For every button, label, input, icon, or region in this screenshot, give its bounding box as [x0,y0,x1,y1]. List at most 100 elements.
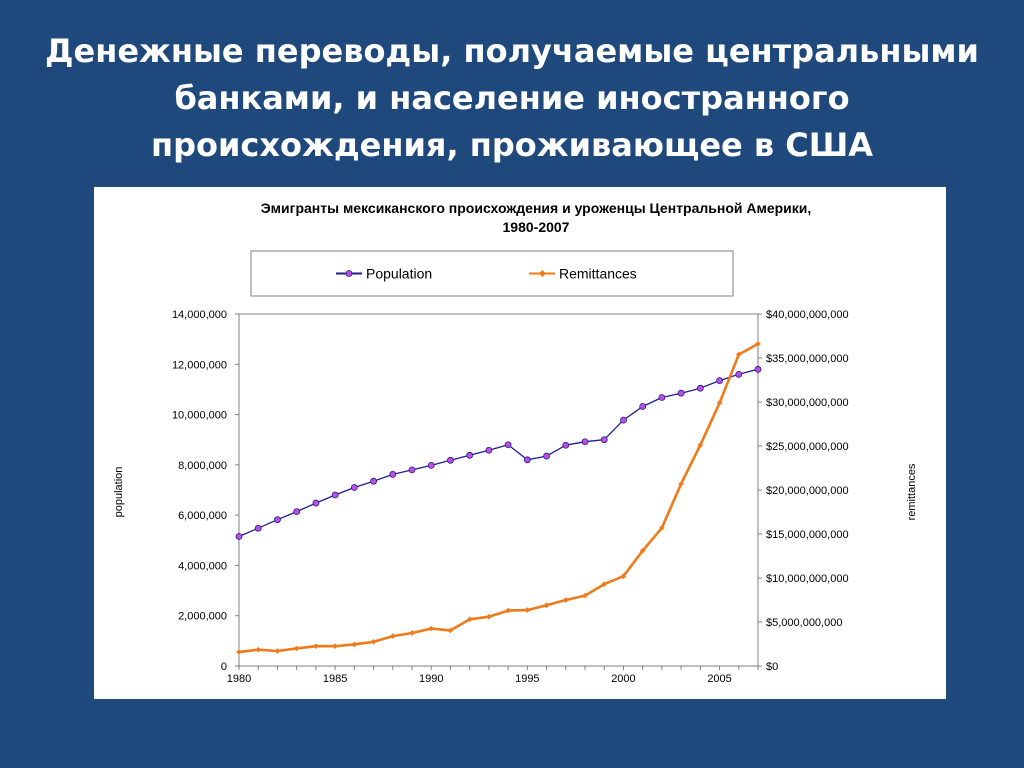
population-point [350,484,358,491]
remittances-point [428,625,435,632]
remittances-point [389,633,396,639]
series-layer [235,341,762,655]
remittances-point [486,613,492,620]
x-tick-label: 1995 [515,673,539,685]
population-point [427,461,435,469]
chart-title-line: 1980-2007 [503,219,570,235]
y-left-tick-label: 10,000,000 [172,410,227,422]
y-left-tick-label: 14,000,000 [172,309,227,321]
population-point [677,389,685,397]
remittances-point [409,630,415,636]
population-point [485,446,493,454]
x-tick-label: 1985 [323,673,347,685]
remittances-point [332,643,338,650]
y-right-tick-label: $35,000,000,000 [766,353,849,365]
population-point [696,384,704,392]
population-point [274,516,281,524]
legend-remittances-label: Remittances [559,266,637,282]
remittances-point [601,581,608,587]
y-right-tick-label: $0 [766,661,778,673]
legend-remittances: Remittances [529,266,637,282]
y-axis-right-label: remittances [906,463,918,520]
legend-population-marker [345,270,353,277]
remittances-point [466,616,473,623]
population-point [658,394,666,401]
remittances-point [236,649,242,655]
remittances-point [505,607,511,614]
population-point [466,451,474,459]
population-point [504,441,512,449]
remittances-point [639,547,646,554]
remittances-point [313,643,319,650]
x-tick-label: 1990 [419,673,443,685]
population-point [639,403,647,410]
population-point [716,377,723,385]
remittances-point [735,351,742,358]
y-axis-left-label: population [113,467,125,518]
x-tick-label: 2000 [611,673,635,685]
legend-population: Population [336,266,432,282]
legend-remittances-marker [538,269,547,278]
remittances-point [447,627,454,634]
remittances-line [238,342,759,654]
chart: Эмигранты мексиканского происхождения и … [113,200,918,685]
remittances-point [678,481,684,487]
population-point [543,452,550,460]
population-line [238,368,759,538]
population-point [370,477,377,485]
population-point [600,436,608,444]
remittances-point [716,400,723,406]
population-point [293,508,301,516]
remittances-point [274,648,281,654]
population-point [235,533,243,540]
population-point [523,456,531,464]
remittances-point [370,638,377,645]
remittances-point [562,597,569,603]
population-point [447,456,454,464]
slide-title: Денежные переводы, получаемые центральны… [40,28,984,169]
remittances-point [351,641,358,648]
y-axis-left-ticks: 0 2,000,000 4,000,000 6,000,000 8,000,000 10,… [172,309,239,673]
x-axis-ticks: 1980 1985 1990 1995 2000 2005 [227,666,759,685]
population-point [389,471,397,478]
population-point [754,365,762,373]
y-right-tick-label: $15,000,000,000 [766,529,849,541]
y-right-tick-label: $30,000,000,000 [766,397,849,409]
y-left-tick-label: 4,000,000 [178,560,227,572]
y-right-tick-label: $20,000,000,000 [766,485,849,497]
slide-title-line: происхождения, проживающее в США [150,126,874,164]
legend-box [250,250,734,297]
y-left-tick-label: 6,000,000 [178,510,227,522]
remittances-point [582,592,588,599]
y-right-tick-label: $10,000,000,000 [766,573,849,585]
y-left-tick-label: 0 [221,661,227,673]
slide-title-line: банками, и население иностранного [174,79,850,117]
y-left-tick-label: 2,000,000 [178,611,227,623]
y-right-tick-label: $5,000,000,000 [766,617,842,629]
y-right-tick-label: $40,000,000,000 [766,309,849,321]
remittances-point [524,607,531,613]
x-tick-label: 1980 [227,673,251,685]
remittances-point [293,645,300,652]
x-tick-label: 2005 [707,673,731,685]
y-left-tick-label: 8,000,000 [178,460,227,472]
remittances-point [755,341,761,347]
chart-title-line: Эмигранты мексиканского происхождения и … [261,200,812,216]
y-left-tick-label: 12,000,000 [172,359,227,371]
slide-title-line: Денежные переводы, получаемые центральны… [45,32,979,70]
remittances-point [659,525,665,531]
population-point [331,491,339,499]
y-right-tick-label: $25,000,000,000 [766,441,849,453]
remittances-point [255,646,262,653]
legend-population-label: Population [366,266,432,282]
plot-area [238,313,759,667]
population-point [581,438,589,446]
population-point [620,416,627,424]
population-point [312,499,320,507]
population-point [735,370,743,378]
y-axis-right-ticks: $0 $5,000,000,000 $10,000,000,000 $15,000,0… [758,309,849,673]
chart-panel: Эмигранты мексиканского происхождения и … [94,187,946,699]
population-point [408,466,416,474]
remittances-point [543,602,550,609]
population-point [254,524,262,532]
